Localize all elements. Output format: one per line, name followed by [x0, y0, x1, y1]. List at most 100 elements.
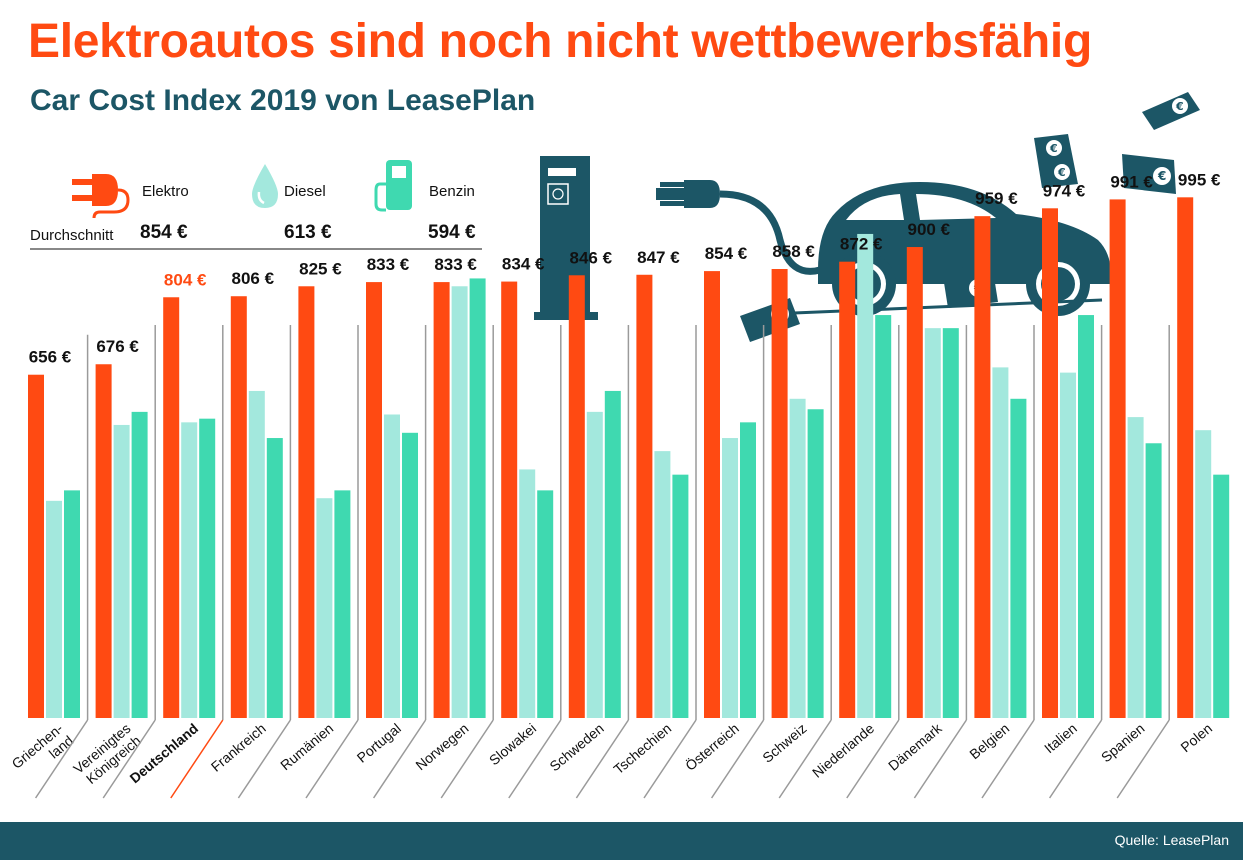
separator-tail [237, 719, 292, 799]
bar-elektro [974, 216, 991, 718]
bar-diesel [248, 390, 265, 718]
separator-tail [913, 719, 968, 799]
value-label: 991 € [1110, 172, 1153, 191]
bar-benzin [1078, 315, 1094, 718]
bar-elektro [433, 282, 450, 718]
separator-tail [372, 719, 427, 799]
bar-elektro [163, 297, 180, 718]
bar-benzin [402, 432, 418, 718]
separator-tail [170, 719, 224, 799]
value-label: 834 € [502, 255, 545, 274]
bar-benzin [1213, 474, 1230, 718]
separator-tail [710, 719, 765, 799]
bar-diesel [451, 286, 468, 718]
separator-tail [440, 719, 494, 799]
value-label: 995 € [1178, 170, 1221, 189]
bar-elektro [230, 296, 247, 718]
euro-bill-icon: € € [1034, 134, 1078, 188]
bar-elektro [1177, 197, 1194, 718]
bar-elektro [28, 374, 44, 718]
separator-tail [508, 719, 562, 799]
plug-icon [72, 174, 130, 219]
separator-tail [643, 719, 697, 799]
bar-elektro [636, 274, 653, 718]
value-label: 806 € [232, 269, 275, 288]
average-diesel: 613 € [284, 222, 332, 243]
bar-elektro [298, 286, 315, 718]
bar-benzin [334, 490, 351, 718]
value-label: 846 € [570, 248, 613, 267]
bar-diesel [519, 469, 536, 718]
svg-text:€: € [1157, 169, 1166, 183]
value-label: 974 € [1043, 181, 1086, 200]
value-label: 804 € [164, 270, 207, 289]
value-label: 656 € [29, 348, 72, 367]
bar-benzin [266, 438, 283, 718]
bar-benzin [469, 278, 486, 718]
bar-benzin [1010, 398, 1027, 718]
bar-elektro [704, 271, 720, 718]
bar-benzin [942, 328, 959, 718]
svg-text:€: € [1049, 142, 1058, 155]
value-label: 872 € [840, 235, 883, 254]
value-label: 833 € [367, 255, 410, 274]
svg-text:€: € [1057, 166, 1066, 179]
value-label: 833 € [434, 255, 477, 274]
average-divider [30, 248, 482, 250]
category-label: Schweiz [759, 720, 809, 766]
bar-diesel [654, 451, 671, 718]
euro-bill-icon: € [1122, 154, 1176, 194]
bar-diesel [113, 424, 130, 718]
bar-diesel [992, 367, 1009, 718]
bar-elektro [771, 269, 788, 718]
separator-tail [305, 719, 359, 799]
legend-label-elektro: Elektro [142, 183, 189, 200]
value-label: 676 € [96, 337, 139, 356]
fuel-pump-icon [374, 160, 412, 212]
bar-benzin [131, 411, 148, 718]
average-elektro: 854 € [140, 222, 188, 243]
bar-elektro [1109, 199, 1126, 719]
bar-diesel [857, 233, 874, 718]
bar-diesel [1060, 372, 1076, 718]
separator-tail [102, 719, 156, 799]
category-label: Niederlande [809, 720, 877, 781]
category-label: Belgien [966, 720, 1012, 762]
value-label: 825 € [299, 259, 342, 278]
bar-elektro [1042, 208, 1058, 719]
bar-diesel [1195, 430, 1212, 718]
bar-benzin [807, 409, 824, 718]
bar-elektro [366, 282, 382, 718]
bar-diesel [181, 422, 198, 718]
chart-subtitle: Car Cost Index 2019 von LeasePlan [30, 84, 536, 117]
bar-diesel [384, 414, 400, 718]
value-label: 900 € [908, 220, 951, 239]
legend-label-benzin: Benzin [429, 183, 475, 200]
source-note: Quelle: LeasePlan [1114, 832, 1229, 848]
bar-diesel [722, 438, 738, 718]
legend-label-diesel: Diesel [284, 183, 326, 200]
bar-benzin [875, 315, 892, 718]
category-label: Deutschland [126, 720, 201, 786]
category-label: Slowakei [486, 720, 539, 768]
bar-diesel [789, 398, 806, 718]
bar-benzin [1145, 443, 1162, 718]
separator-tail [846, 719, 900, 799]
bar-benzin [537, 490, 554, 718]
bar-diesel [924, 328, 941, 718]
bar-elektro [839, 261, 856, 718]
euro-bill-icon: € [1142, 92, 1200, 130]
chart-title: Elektroautos sind noch nicht wettbewerbs… [28, 15, 1092, 68]
bar-benzin [604, 390, 621, 718]
category-label: Polen [1177, 720, 1215, 755]
drop-icon [252, 164, 278, 208]
separator-tail [34, 719, 89, 799]
value-label: 854 € [705, 244, 748, 263]
category-label: Italien [1041, 720, 1080, 756]
footer-bar: Quelle: LeasePlan [0, 822, 1243, 860]
category-label: Tschechien [610, 720, 674, 777]
bar-benzin [740, 422, 756, 718]
svg-text:€: € [1175, 100, 1184, 113]
separator-tail [778, 719, 832, 799]
separator-tail [575, 719, 630, 799]
